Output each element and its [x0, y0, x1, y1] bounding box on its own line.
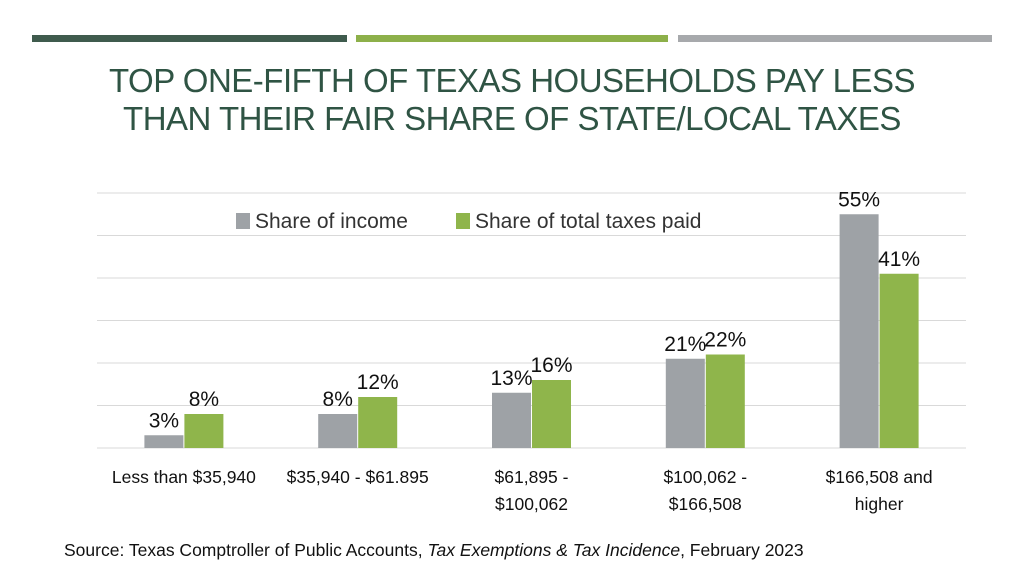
- legend-label: Share of total taxes paid: [475, 210, 701, 233]
- source-suffix: , February 2023: [680, 540, 804, 560]
- category-label: higher: [855, 494, 904, 514]
- data-label: 13%: [490, 367, 532, 390]
- category-label: $166,508: [669, 494, 742, 514]
- category-label: $100,062 -: [663, 467, 747, 487]
- category-label: $61,895 -: [495, 467, 569, 487]
- source-publication: Tax Exemptions & Tax Incidence: [427, 540, 681, 560]
- bar-taxes: [879, 273, 919, 448]
- data-label: 3%: [149, 409, 179, 432]
- category-label: $100,062: [495, 494, 568, 514]
- bar-taxes: [705, 354, 745, 448]
- bar-income: [318, 414, 358, 448]
- chart-title: TOP ONE-FIFTH OF TEXAS HOUSEHOLDS PAY LE…: [0, 62, 1024, 138]
- source-note: Source: Texas Comptroller of Public Acco…: [64, 540, 804, 561]
- header-bar-gray: [678, 35, 992, 42]
- header-bar-dark: [32, 35, 347, 42]
- category-label: $35,940 - $61.895: [287, 467, 429, 487]
- category-label: Less than $35,940: [112, 467, 256, 487]
- legend-label: Share of income: [255, 210, 408, 233]
- data-label: 55%: [838, 188, 880, 211]
- data-label: 16%: [530, 354, 572, 377]
- chart-title-line-2: THAN THEIR FAIR SHARE OF STATE/LOCAL TAX…: [123, 100, 901, 137]
- data-label: 41%: [878, 248, 920, 271]
- bar-income: [665, 358, 705, 448]
- bar-income: [144, 435, 184, 448]
- data-label: 8%: [323, 388, 353, 411]
- chart-title-line-1: TOP ONE-FIFTH OF TEXAS HOUSEHOLDS PAY LE…: [108, 62, 916, 99]
- legend-swatch-taxes: [456, 213, 470, 229]
- bar-income: [839, 214, 879, 448]
- data-label: 22%: [704, 329, 746, 352]
- data-label: 12%: [357, 371, 399, 394]
- legend-swatch-income: [236, 213, 250, 229]
- data-label: 8%: [189, 388, 219, 411]
- data-label: 21%: [664, 333, 706, 356]
- bar-income: [492, 392, 531, 448]
- source-prefix: Source: Texas Comptroller of Public Acco…: [64, 540, 428, 560]
- bar-taxes: [532, 380, 571, 448]
- bar-taxes: [184, 414, 224, 448]
- header-bar-green: [356, 35, 668, 42]
- category-label: $166,508 and: [826, 467, 933, 487]
- bar-taxes: [358, 397, 398, 448]
